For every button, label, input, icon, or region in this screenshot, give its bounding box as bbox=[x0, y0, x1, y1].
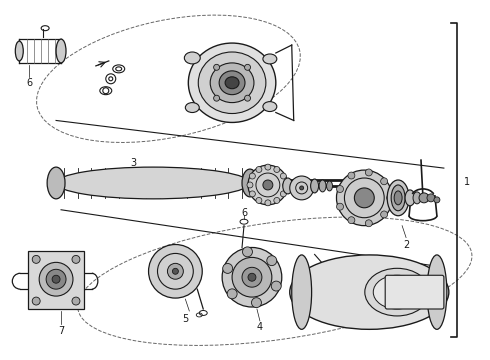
Ellipse shape bbox=[254, 172, 266, 194]
Ellipse shape bbox=[15, 41, 23, 61]
Circle shape bbox=[381, 211, 388, 218]
Circle shape bbox=[265, 200, 271, 206]
Circle shape bbox=[214, 64, 220, 70]
Ellipse shape bbox=[242, 169, 258, 197]
Circle shape bbox=[387, 194, 393, 201]
Ellipse shape bbox=[210, 63, 254, 103]
FancyBboxPatch shape bbox=[385, 275, 444, 309]
Circle shape bbox=[280, 191, 286, 197]
Circle shape bbox=[168, 264, 183, 279]
Circle shape bbox=[251, 298, 262, 307]
Ellipse shape bbox=[225, 77, 239, 89]
Circle shape bbox=[409, 282, 419, 292]
Ellipse shape bbox=[387, 180, 409, 216]
Ellipse shape bbox=[319, 180, 326, 192]
Circle shape bbox=[366, 220, 372, 227]
Circle shape bbox=[242, 267, 262, 287]
Circle shape bbox=[32, 297, 40, 305]
Text: 2: 2 bbox=[403, 240, 409, 251]
Circle shape bbox=[263, 180, 273, 190]
Circle shape bbox=[222, 247, 282, 307]
Circle shape bbox=[256, 167, 262, 172]
Ellipse shape bbox=[373, 275, 421, 309]
Circle shape bbox=[249, 191, 255, 197]
Ellipse shape bbox=[290, 255, 449, 329]
Ellipse shape bbox=[263, 54, 277, 64]
Text: 6: 6 bbox=[26, 78, 32, 88]
Ellipse shape bbox=[405, 190, 415, 206]
Circle shape bbox=[283, 182, 289, 188]
Text: 5: 5 bbox=[182, 314, 189, 324]
Circle shape bbox=[337, 203, 343, 210]
Circle shape bbox=[248, 165, 288, 205]
Ellipse shape bbox=[56, 39, 66, 63]
Circle shape bbox=[245, 95, 250, 101]
Circle shape bbox=[39, 262, 73, 296]
Ellipse shape bbox=[413, 192, 421, 204]
Circle shape bbox=[381, 178, 388, 185]
Circle shape bbox=[271, 281, 281, 291]
Ellipse shape bbox=[326, 181, 333, 191]
Text: 6: 6 bbox=[241, 208, 247, 218]
Ellipse shape bbox=[198, 52, 266, 113]
Text: 4: 4 bbox=[257, 322, 263, 332]
Text: 3: 3 bbox=[130, 158, 137, 168]
Circle shape bbox=[337, 170, 392, 226]
Ellipse shape bbox=[427, 255, 447, 329]
Circle shape bbox=[427, 194, 435, 202]
Circle shape bbox=[248, 273, 256, 281]
Polygon shape bbox=[28, 251, 84, 309]
Circle shape bbox=[222, 264, 233, 273]
Circle shape bbox=[52, 275, 60, 283]
Ellipse shape bbox=[185, 103, 199, 113]
Ellipse shape bbox=[391, 185, 405, 211]
Circle shape bbox=[434, 197, 440, 203]
Circle shape bbox=[280, 173, 286, 179]
Ellipse shape bbox=[394, 191, 402, 205]
Circle shape bbox=[148, 244, 202, 298]
Circle shape bbox=[366, 169, 372, 176]
Circle shape bbox=[46, 269, 66, 289]
Circle shape bbox=[419, 193, 429, 203]
Ellipse shape bbox=[47, 167, 65, 199]
Circle shape bbox=[265, 164, 271, 170]
Circle shape bbox=[256, 197, 262, 203]
Circle shape bbox=[274, 167, 280, 172]
Ellipse shape bbox=[262, 175, 270, 191]
Text: 1: 1 bbox=[464, 177, 470, 187]
Circle shape bbox=[232, 257, 272, 297]
Ellipse shape bbox=[292, 255, 312, 329]
Circle shape bbox=[32, 255, 40, 264]
Circle shape bbox=[354, 188, 374, 208]
Ellipse shape bbox=[56, 167, 250, 199]
Circle shape bbox=[247, 182, 253, 188]
Ellipse shape bbox=[188, 43, 276, 122]
Circle shape bbox=[348, 172, 355, 179]
Circle shape bbox=[249, 173, 255, 179]
Ellipse shape bbox=[184, 52, 200, 64]
Circle shape bbox=[300, 186, 304, 190]
Circle shape bbox=[274, 197, 280, 203]
Circle shape bbox=[290, 176, 314, 200]
Ellipse shape bbox=[263, 102, 277, 112]
Circle shape bbox=[267, 256, 277, 266]
Circle shape bbox=[227, 289, 237, 299]
Circle shape bbox=[72, 297, 80, 305]
Ellipse shape bbox=[311, 179, 319, 193]
Circle shape bbox=[72, 255, 80, 264]
Circle shape bbox=[348, 217, 355, 224]
Circle shape bbox=[245, 64, 250, 70]
Circle shape bbox=[172, 268, 178, 274]
Ellipse shape bbox=[219, 71, 245, 95]
Circle shape bbox=[243, 247, 252, 257]
Ellipse shape bbox=[283, 178, 293, 194]
Text: 7: 7 bbox=[58, 326, 64, 336]
Circle shape bbox=[337, 185, 343, 193]
Ellipse shape bbox=[365, 268, 429, 316]
Circle shape bbox=[214, 95, 220, 101]
